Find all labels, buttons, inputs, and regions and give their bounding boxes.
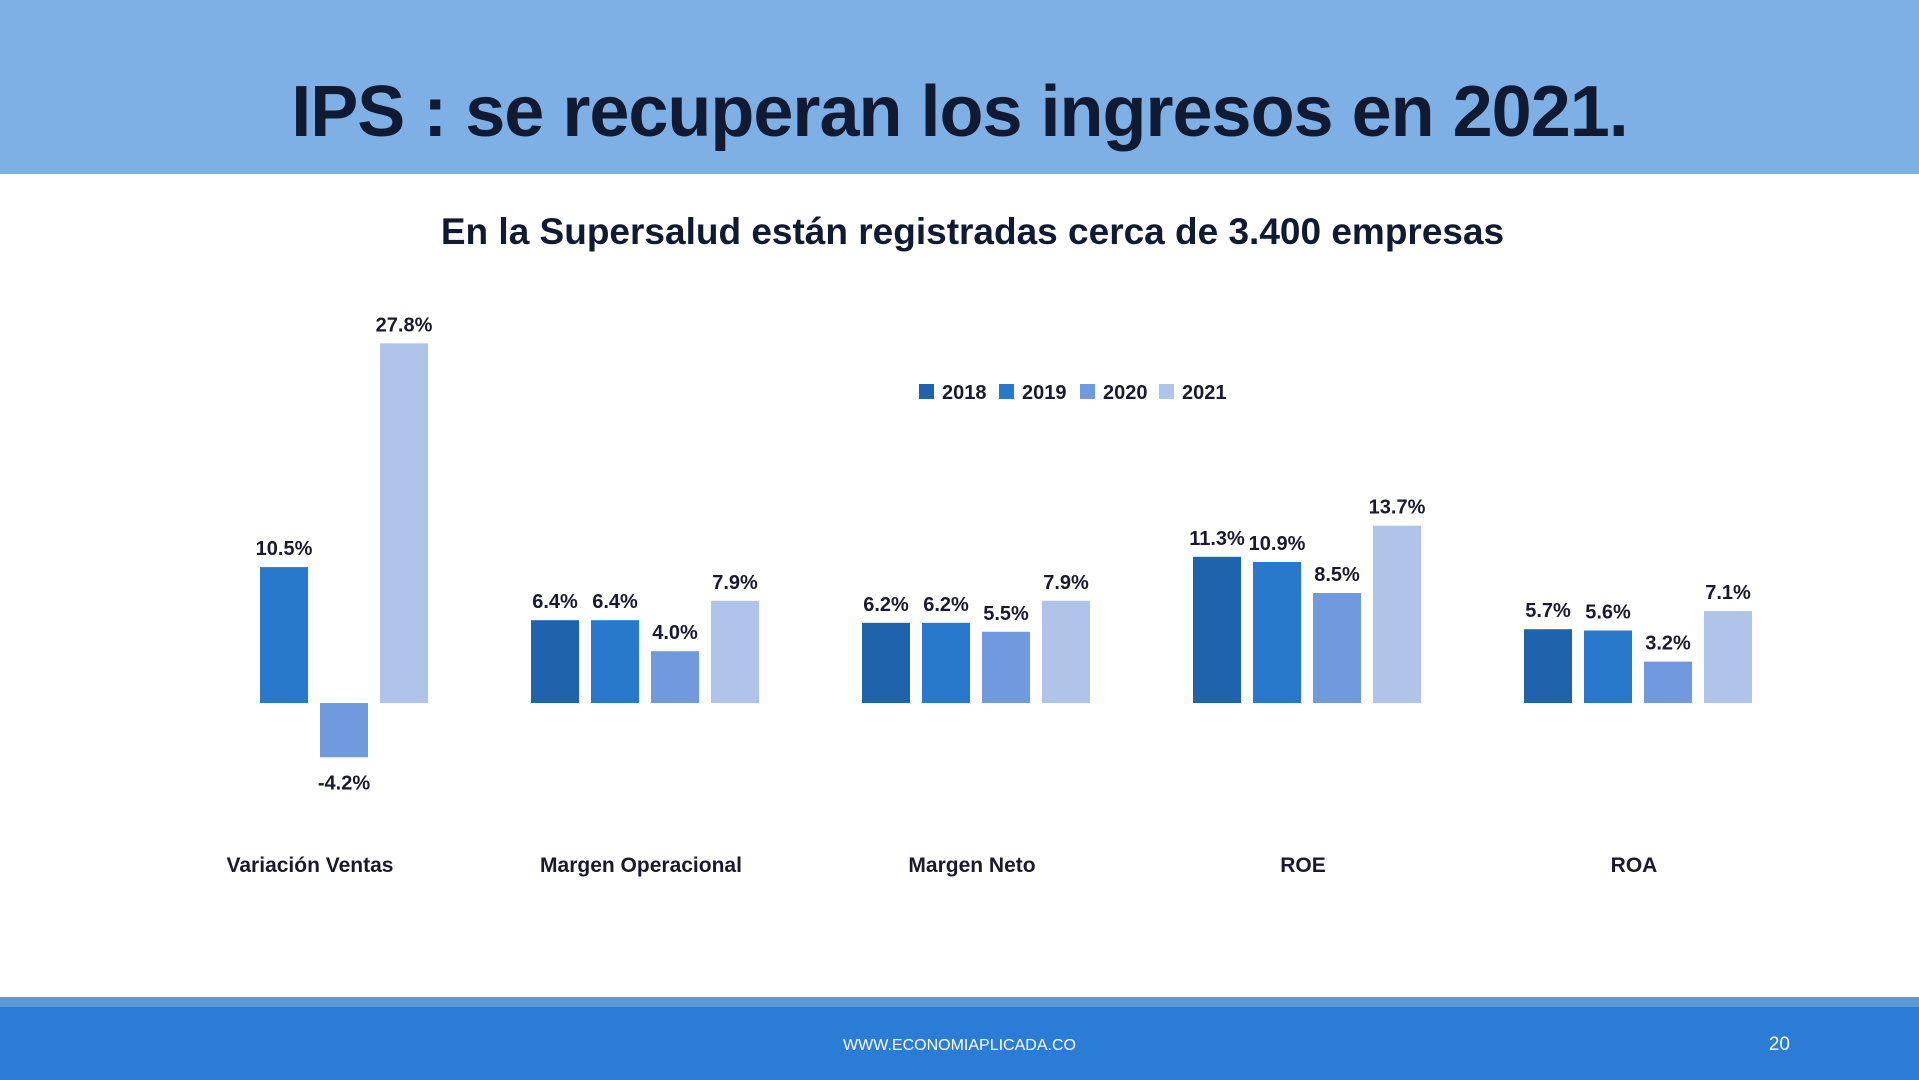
footer-bar xyxy=(0,1007,1919,1080)
footer-url: WWW.ECONOMIAPLICADA.CO xyxy=(843,1037,1076,1054)
slide-title: IPS : se recuperan los ingresos en 2021. xyxy=(291,72,1629,152)
legend-label: 2020 xyxy=(1103,382,1148,404)
bar-2020-1 xyxy=(320,703,368,758)
bar-2018-5 xyxy=(1524,629,1572,703)
bar-2018-3 xyxy=(862,622,910,703)
bar-2018-4 xyxy=(1193,556,1241,703)
bar-2021-3 xyxy=(1042,600,1090,703)
data-label: 7.1% xyxy=(1705,582,1751,604)
legend-label: 2018 xyxy=(942,382,987,404)
page-number: 20 xyxy=(1768,1034,1790,1055)
legend-label: 2021 xyxy=(1182,382,1227,404)
bar-2019-3 xyxy=(922,622,970,703)
bar-2020-5 xyxy=(1644,661,1692,703)
data-label: 13.7% xyxy=(1369,497,1426,519)
category-label: ROE xyxy=(1280,854,1326,877)
data-label: 3.2% xyxy=(1645,633,1691,655)
data-label: 6.2% xyxy=(863,594,909,616)
bar-2020-3 xyxy=(982,631,1030,703)
legend-label: 2019 xyxy=(1022,382,1067,404)
bar-2019-2 xyxy=(591,620,639,703)
bar-2019-5 xyxy=(1584,630,1632,703)
data-label: 6.2% xyxy=(923,594,969,616)
bar-chart: 6.4% 6.2% 11.3% 5.7% 10.5% 6.4% 6.2% 10.9% 5.6% -… xyxy=(227,314,1752,877)
data-label: -4.2% xyxy=(318,772,370,794)
bar-2020-4 xyxy=(1313,593,1361,703)
title-banner xyxy=(0,0,1919,174)
bar-2021-4 xyxy=(1373,525,1421,703)
bar-2019-4 xyxy=(1253,562,1301,703)
data-label: 5.5% xyxy=(983,603,1029,625)
category-label: Variación Ventas xyxy=(227,854,394,877)
footer-accent-strip xyxy=(0,997,1919,1007)
data-label: 7.9% xyxy=(712,572,758,594)
legend-swatch-2021 xyxy=(1159,384,1174,399)
data-label: 7.9% xyxy=(1043,572,1089,594)
data-label: 27.8% xyxy=(376,314,433,336)
category-label: Margen Neto xyxy=(908,854,1035,877)
bar-2019-1 xyxy=(260,567,308,703)
category-label: ROA xyxy=(1611,854,1658,877)
bar-2021-1 xyxy=(380,343,428,703)
data-label: 8.5% xyxy=(1314,564,1360,586)
bar-2020-2 xyxy=(651,651,699,703)
data-label: 5.7% xyxy=(1525,600,1571,622)
data-label: 10.5% xyxy=(256,538,313,560)
bar-2021-2 xyxy=(711,600,759,703)
legend-swatch-2019 xyxy=(999,384,1014,399)
data-label: 4.0% xyxy=(652,622,698,644)
data-label: 6.4% xyxy=(532,591,578,613)
legend-swatch-2018 xyxy=(919,384,934,399)
legend-swatch-2020 xyxy=(1080,384,1095,399)
category-label: Margen Operacional xyxy=(540,854,742,877)
data-label: 5.6% xyxy=(1585,602,1631,624)
bar-2021-5 xyxy=(1704,611,1752,703)
slide-subtitle: En la Supersalud están registradas cerca… xyxy=(440,211,1505,252)
data-label: 6.4% xyxy=(592,591,638,613)
bar-2018-2 xyxy=(531,620,579,703)
data-label: 10.9% xyxy=(1249,533,1306,555)
data-label: 11.3% xyxy=(1189,528,1245,550)
